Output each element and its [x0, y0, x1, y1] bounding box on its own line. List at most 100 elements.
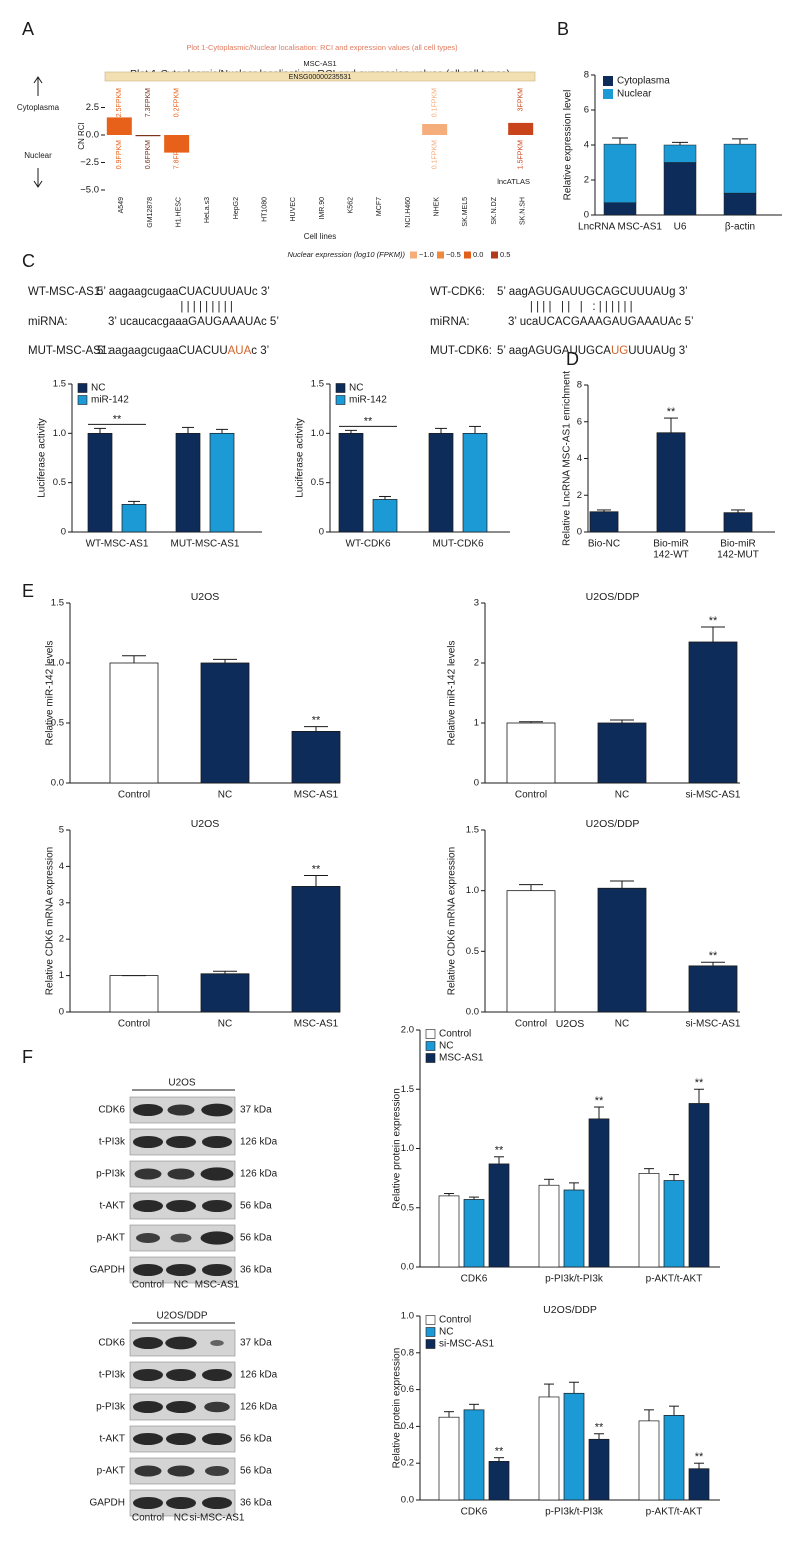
legend-swatch [335, 395, 346, 405]
blot-band [133, 1400, 163, 1414]
y-tick-label: 1.5 [466, 825, 479, 836]
legend-swatch [425, 1053, 436, 1063]
bar [723, 512, 753, 533]
bar [462, 432, 488, 533]
y-tick-label: −5.0 [80, 185, 99, 196]
bar [506, 890, 556, 1013]
chart-title: U2OS [556, 1018, 585, 1030]
y-tick-label: 8 [577, 380, 582, 391]
y-axis-label: Relative miR-142 levels [447, 640, 458, 745]
bar [563, 1189, 585, 1268]
bar [638, 1420, 660, 1501]
protein-label: t-AKT [99, 1434, 125, 1445]
blot-band [201, 1103, 233, 1117]
sequence: | | | | | | | | | [180, 301, 232, 313]
blot-band [202, 1199, 232, 1213]
blot-band [166, 1263, 196, 1277]
bar [463, 1409, 485, 1501]
legend-label: NC [91, 383, 105, 394]
blot-band [166, 1368, 196, 1382]
sequence-part: 5’ aagAGUGAUUGCAGCUUUAUg 3’ [497, 286, 688, 298]
y-tick-label: 1.0 [51, 658, 64, 669]
size-label: 56 kDa [240, 1201, 272, 1212]
x-tick-label: si-MSC-AS1 [685, 790, 740, 801]
blot-band [165, 1336, 197, 1350]
significance-label: ** [709, 950, 718, 962]
panel-label: C [22, 251, 35, 271]
blot-band [167, 1168, 195, 1180]
x-tick-label: Bio-miR [653, 539, 689, 550]
sequence-part: 3’ ucaUCACGAAAGAUGAAAUAc 5’ [508, 316, 694, 328]
y-tick-label: 0.5 [466, 946, 479, 957]
x-tick-label: β-actin [725, 222, 755, 233]
legend-swatch [335, 383, 346, 393]
y-tick-label: 0 [59, 1007, 64, 1018]
y-axis-label: Relative LncRNA MSC-AS1 enrichment [562, 371, 573, 546]
x-tick-label: Control [515, 790, 547, 801]
bar [109, 975, 159, 1013]
y-axis-label: Relative miR-142 levels [45, 640, 56, 745]
expression-label: 1.5FPKM [518, 140, 525, 169]
x-tick-label: Control [118, 1019, 150, 1030]
bar [291, 731, 341, 784]
size-label: 56 kDa [240, 1434, 272, 1445]
bar [209, 432, 235, 533]
significance-label: ** [695, 1451, 704, 1463]
x-tick-label: SK.MEL5 [462, 197, 469, 227]
y-tick-label: 0.0 [86, 130, 99, 141]
y-tick-label: 5 [59, 825, 64, 836]
direction-label: Nuclear [24, 151, 52, 160]
sequence-part: 5’ aagaagcugaaCUACUUUAUc 3’ [97, 286, 270, 298]
x-tick-label: HepG2 [233, 197, 240, 219]
legend-label: −1.0 [419, 250, 434, 259]
bar-segment [663, 162, 697, 216]
x-tick-label: IMR.90 [319, 197, 326, 220]
blot-band [166, 1400, 196, 1414]
sequence: | | | | | | | : | | | | | | [530, 301, 633, 313]
protein-label: t-AKT [99, 1201, 125, 1212]
x-tick-label: LncRNA MSC-AS1 [578, 222, 662, 233]
bar [688, 1468, 710, 1501]
bar [688, 1103, 710, 1268]
bar [121, 504, 147, 533]
sequence-part: AUA [228, 345, 252, 357]
y-tick-label: 0.6 [401, 1384, 414, 1395]
y-tick-label: 1 [59, 970, 64, 981]
legend-swatch [425, 1029, 436, 1039]
legend-label: miR-142 [349, 395, 387, 406]
significance-label: ** [312, 863, 321, 875]
blot-band [133, 1263, 163, 1277]
y-axis-label: Relative protein expression [392, 1348, 403, 1469]
legend-title: Nuclear expression (log10 (FPKM)) [287, 250, 405, 259]
y-tick-label: 0.4 [401, 1421, 414, 1432]
sequence: 3’ ucaucacgaaaGAUGAAAUAc 5’ [108, 316, 279, 328]
blot-band [204, 1401, 230, 1413]
gene-id: ENSG00000235531 [289, 74, 352, 81]
y-tick-label: −2.5 [80, 157, 99, 168]
bar [422, 124, 448, 135]
y-tick-label: 0 [319, 527, 324, 538]
x-tick-label: 142-WT [653, 550, 689, 561]
x-tick-label: p-PI3k/t-PI3k [545, 1274, 604, 1285]
blot-band [202, 1496, 232, 1510]
size-label: 56 kDa [240, 1466, 272, 1477]
x-tick-label: GM12878 [147, 197, 154, 228]
y-tick-label: 6 [584, 105, 589, 116]
size-label: 126 kDa [240, 1402, 278, 1413]
bar-segment [603, 202, 637, 216]
sequence-part: 3’ ucaucacgaaaGAUGAAAUAc 5’ [108, 316, 279, 328]
bar [463, 1199, 485, 1268]
lane-label: MSC-AS1 [195, 1280, 240, 1291]
y-tick-label: 1.0 [401, 1311, 414, 1322]
protein-label: t-PI3k [99, 1137, 126, 1148]
legend-swatch [410, 251, 417, 259]
blot-band [202, 1263, 232, 1277]
legend-swatch [425, 1041, 436, 1051]
y-tick-label: 0.2 [401, 1458, 414, 1469]
chart-title: U2OS [191, 591, 220, 603]
legend-swatch [425, 1327, 436, 1337]
y-tick-label: 0.0 [401, 1495, 414, 1506]
bar [200, 973, 250, 1013]
blot-band [200, 1167, 234, 1181]
